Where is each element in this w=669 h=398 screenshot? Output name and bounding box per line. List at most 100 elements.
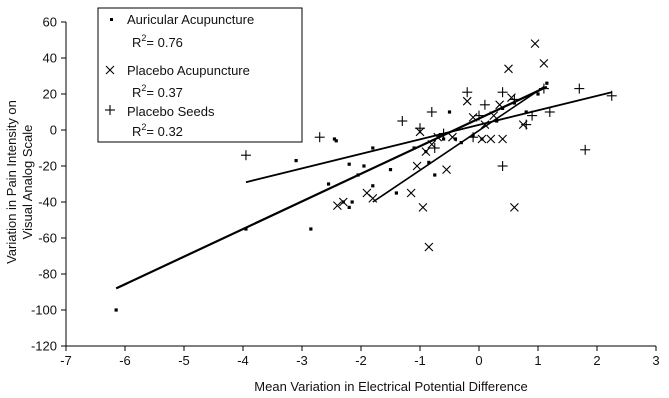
y-tick-label: -80 [38, 267, 57, 282]
point-auricular-acupuncture [427, 160, 431, 164]
point-auricular-acupuncture [447, 110, 452, 114]
y-tick-label: -20 [38, 159, 57, 174]
point-placebo-seeds [606, 90, 617, 101]
x-tick-label: -6 [119, 353, 131, 368]
legend-label-placebo-seeds: Placebo Seeds [127, 104, 215, 119]
x-axis-title: Mean Variation in Electrical Potential D… [254, 379, 527, 394]
x-tick-label: -1 [414, 353, 426, 368]
point-placebo-acupuncture [421, 147, 431, 156]
point-placebo-seeds [527, 110, 538, 121]
point-auricular-acupuncture [371, 146, 375, 150]
point-auricular-acupuncture [347, 205, 351, 209]
legend-marker-plus [105, 105, 115, 115]
point-auricular-acupuncture [332, 137, 337, 141]
point-placebo-seeds [429, 143, 440, 153]
point-placebo-seeds [474, 110, 484, 121]
point-placebo-seeds [538, 83, 549, 94]
x-tick-label: 0 [475, 353, 482, 368]
point-placebo-seeds [574, 83, 585, 94]
legend-r2-auricular-acupuncture: R2= 0.76 [132, 33, 183, 50]
point-placebo-seeds [580, 144, 591, 155]
point-placebo-acupuncture [480, 120, 490, 129]
x-tick-label: 3 [652, 353, 659, 368]
point-placebo-acupuncture [489, 111, 499, 120]
point-placebo-acupuncture [486, 134, 496, 144]
r2-value: = 0.32 [146, 124, 183, 139]
point-placebo-acupuncture [338, 197, 348, 207]
point-placebo-acupuncture [468, 113, 478, 122]
legend-entry-placebo-seeds: Placebo Seeds R2= 0.32 [105, 104, 215, 139]
point-placebo-seeds [468, 132, 479, 143]
point-placebo-seeds [479, 99, 490, 110]
trendline-placebo-acupuncture [372, 86, 545, 203]
point-auricular-acupuncture [326, 182, 331, 186]
r2-superscript: 2 [141, 33, 146, 43]
point-auricular-acupuncture [371, 184, 375, 188]
point-placebo-acupuncture [424, 242, 434, 252]
point-placebo-seeds [509, 94, 520, 105]
r2-symbol: R [132, 35, 141, 50]
points-group [114, 39, 617, 312]
point-placebo-acupuncture [530, 39, 540, 48]
point-auricular-acupuncture [433, 173, 437, 177]
point-auricular-acupuncture [244, 227, 248, 231]
y-tick-label: 60 [43, 15, 57, 30]
point-auricular-acupuncture [536, 92, 540, 96]
point-placebo-acupuncture [504, 64, 513, 74]
point-placebo-seeds [415, 123, 425, 134]
point-placebo-seeds [314, 132, 325, 143]
point-auricular-acupuncture [412, 146, 416, 150]
point-placebo-seeds [544, 107, 555, 117]
point-placebo-acupuncture [498, 134, 507, 144]
point-auricular-acupuncture [394, 191, 398, 195]
point-placebo-acupuncture [510, 203, 519, 212]
legend-r2-placebo-seeds: R2= 0.32 [132, 122, 183, 139]
legend: Auricular Acupuncture R2= 0.76 Placebo A… [97, 7, 303, 143]
point-placebo-seeds [521, 119, 532, 130]
point-placebo-seeds [426, 107, 437, 117]
point-auricular-acupuncture [356, 173, 360, 177]
trendline-auricular-acupuncture [115, 85, 548, 290]
point-placebo-seeds [240, 150, 251, 161]
tick-labels-group: -7 -6 -5 -4 -3 -2 -1 0 1 2 3 -120 -100 -80 -60 -40 -20 0 2… [31, 15, 660, 369]
point-auricular-acupuncture [388, 168, 393, 172]
point-placebo-seeds [397, 116, 408, 126]
r2-value: = 0.37 [146, 85, 183, 100]
trendline-placebo-seeds [245, 91, 612, 184]
legend-entry-placebo-acupuncture: Placebo Acupuncture R2= 0.37 [105, 63, 250, 100]
y-tick-label: 0 [50, 123, 57, 138]
legend-r2-placebo-acupuncture: R2= 0.37 [132, 83, 183, 100]
point-auricular-acupuncture [347, 162, 351, 166]
legend-marker-x [105, 65, 115, 75]
point-auricular-acupuncture [453, 137, 457, 141]
legend-label-placebo-acupuncture: Placebo Acupuncture [127, 63, 250, 78]
x-tick-label: -7 [60, 353, 72, 368]
point-placebo-acupuncture [495, 100, 505, 110]
point-placebo-seeds [462, 87, 473, 98]
point-placebo-acupuncture [368, 194, 378, 203]
y-tick-label: -100 [31, 303, 57, 318]
r2-superscript: 2 [141, 122, 146, 132]
trendlines-group [115, 85, 612, 290]
point-auricular-acupuncture [362, 164, 366, 168]
point-auricular-acupuncture [334, 139, 338, 143]
y-tick-label: -40 [38, 195, 57, 210]
y-axis-title-line-2: Visual Analog Scale [20, 125, 35, 240]
point-placebo-acupuncture [333, 201, 342, 210]
point-auricular-acupuncture [495, 119, 499, 123]
r2-symbol: R [132, 85, 141, 100]
point-placebo-acupuncture [412, 161, 422, 171]
point-auricular-acupuncture [294, 159, 298, 163]
x-tick-label: 1 [534, 353, 541, 368]
x-tick-label: -3 [296, 353, 308, 368]
point-placebo-acupuncture [433, 132, 443, 142]
point-auricular-acupuncture [459, 141, 463, 145]
y-axis-title-line-1: Variation in Pain Intensity on [4, 100, 19, 264]
x-tick-label: -2 [355, 353, 367, 368]
x-tick-label: -5 [178, 353, 190, 368]
axes-group [61, 21, 657, 351]
point-placebo-acupuncture [477, 134, 487, 144]
legend-entry-auricular-acupuncture: Auricular Acupuncture R2= 0.76 [110, 12, 254, 50]
